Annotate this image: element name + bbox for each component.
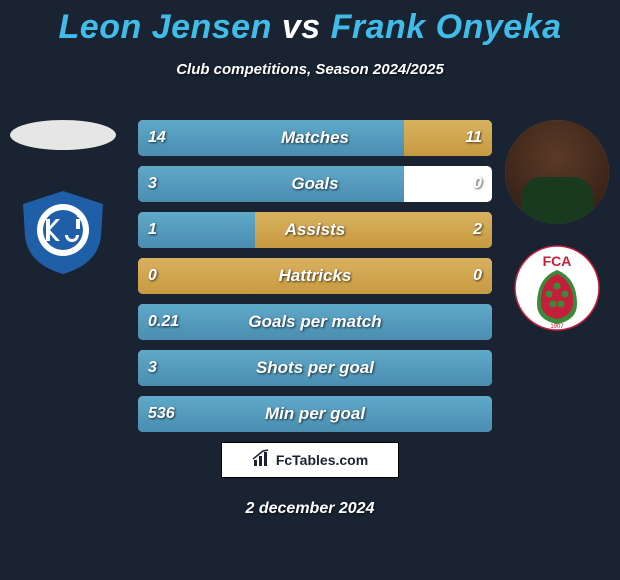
stat-label: Assists — [138, 212, 492, 248]
stat-label: Goals — [138, 166, 492, 202]
stat-right-value: 2 — [463, 212, 492, 248]
brand-box[interactable]: FcTables.com — [221, 442, 399, 478]
stat-label: Shots per goal — [138, 350, 492, 386]
stat-row: Goals per match0.21 — [138, 304, 492, 340]
stat-row: Hattricks0 0 — [138, 258, 492, 294]
subtitle: Club competitions, Season 2024/2025 — [0, 61, 620, 78]
stat-right-value: 11 — [455, 120, 492, 156]
date-text: 2 december 2024 — [0, 500, 620, 518]
stat-right-value: 0 — [463, 166, 492, 202]
brand-text: FcTables.com — [276, 452, 368, 468]
stat-label: Goals per match — [138, 304, 492, 340]
vs-text: vs — [282, 8, 321, 46]
page-title: Leon Jensen vs Frank Onyeka — [0, 0, 620, 47]
right-column: FCA 1907 — [502, 120, 612, 334]
stat-row: Assists1 2 — [138, 212, 492, 248]
stat-label: Hattricks — [138, 258, 492, 294]
stat-left-value: 536 — [138, 396, 185, 432]
stat-left-value: 14 — [138, 120, 176, 156]
stat-right-value: 0 — [463, 258, 492, 294]
stat-left-value: 0 — [138, 258, 167, 294]
stat-left-value: 3 — [138, 166, 167, 202]
player1-name: Leon Jensen — [59, 8, 272, 46]
player2-club-logo: FCA 1907 — [507, 244, 607, 334]
stat-row: Shots per goal3 — [138, 350, 492, 386]
player2-name: Frank Onyeka — [331, 8, 562, 46]
stat-left-value: 1 — [138, 212, 167, 248]
brand-chart-icon — [252, 448, 272, 473]
stat-label: Min per goal — [138, 396, 492, 432]
stat-left-value: 0.21 — [138, 304, 189, 340]
player1-club-logo — [13, 186, 113, 276]
svg-text:FCA: FCA — [543, 253, 572, 269]
stat-row: Min per goal536 — [138, 396, 492, 432]
stat-row: Goals3 0 — [138, 166, 492, 202]
player2-avatar — [505, 120, 609, 224]
stat-label: Matches — [138, 120, 492, 156]
svg-text:1907: 1907 — [550, 324, 564, 330]
player1-avatar-placeholder — [10, 120, 116, 150]
stat-left-value: 3 — [138, 350, 167, 386]
stat-row: Matches14 11 — [138, 120, 492, 156]
left-column — [8, 120, 118, 276]
stat-bars: Matches1411Goals30Assists12Hattricks00Go… — [138, 120, 492, 442]
